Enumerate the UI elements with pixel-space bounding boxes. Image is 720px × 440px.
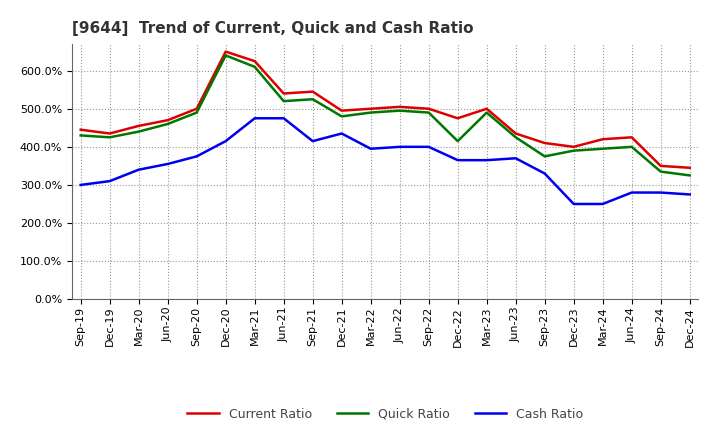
Current Ratio [163,117,172,123]
Current Ratio [482,106,491,111]
Current Ratio [192,106,201,111]
Cash Ratio [76,182,85,187]
Cash Ratio [511,156,520,161]
Cash Ratio [454,158,462,163]
Quick Ratio [366,110,375,115]
Quick Ratio [541,154,549,159]
Current Ratio [454,116,462,121]
Cash Ratio [570,202,578,207]
Legend: Current Ratio, Quick Ratio, Cash Ratio: Current Ratio, Quick Ratio, Cash Ratio [182,403,588,425]
Cash Ratio [105,179,114,184]
Quick Ratio [308,97,317,102]
Current Ratio [76,127,85,132]
Cash Ratio [395,144,404,150]
Current Ratio [657,163,665,169]
Cash Ratio [279,116,288,121]
Quick Ratio [221,53,230,58]
Cash Ratio [308,139,317,144]
Quick Ratio [627,144,636,150]
Line: Cash Ratio: Cash Ratio [81,118,690,204]
Current Ratio [570,144,578,150]
Cash Ratio [482,158,491,163]
Current Ratio [308,89,317,94]
Current Ratio [598,136,607,142]
Cash Ratio [366,146,375,151]
Current Ratio [135,123,143,128]
Current Ratio [251,59,259,64]
Current Ratio [105,131,114,136]
Current Ratio [338,108,346,113]
Cash Ratio [657,190,665,195]
Quick Ratio [192,110,201,115]
Cash Ratio [338,131,346,136]
Current Ratio [221,49,230,54]
Quick Ratio [279,99,288,104]
Quick Ratio [511,135,520,140]
Quick Ratio [598,146,607,151]
Current Ratio [395,104,404,110]
Cash Ratio [192,154,201,159]
Cash Ratio [598,202,607,207]
Cash Ratio [627,190,636,195]
Line: Quick Ratio: Quick Ratio [81,55,690,176]
Quick Ratio [105,135,114,140]
Quick Ratio [482,110,491,115]
Quick Ratio [163,121,172,127]
Line: Current Ratio: Current Ratio [81,51,690,168]
Quick Ratio [657,169,665,174]
Current Ratio [366,106,375,111]
Current Ratio [541,140,549,146]
Current Ratio [424,106,433,111]
Cash Ratio [221,139,230,144]
Cash Ratio [163,161,172,167]
Quick Ratio [685,173,694,178]
Quick Ratio [135,129,143,134]
Cash Ratio [424,144,433,150]
Quick Ratio [570,148,578,153]
Quick Ratio [454,139,462,144]
Quick Ratio [395,108,404,113]
Current Ratio [627,135,636,140]
Quick Ratio [424,110,433,115]
Text: [9644]  Trend of Current, Quick and Cash Ratio: [9644] Trend of Current, Quick and Cash … [72,21,474,36]
Cash Ratio [541,171,549,176]
Quick Ratio [76,133,85,138]
Current Ratio [511,131,520,136]
Quick Ratio [251,64,259,70]
Current Ratio [685,165,694,170]
Cash Ratio [135,167,143,172]
Cash Ratio [251,116,259,121]
Current Ratio [279,91,288,96]
Quick Ratio [338,114,346,119]
Cash Ratio [685,192,694,197]
